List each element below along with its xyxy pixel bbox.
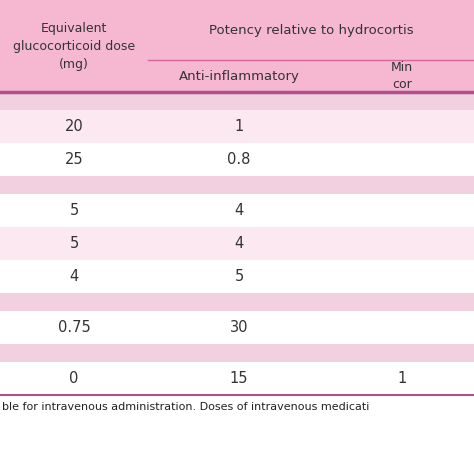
Bar [0, 260, 474, 293]
Bar [148, 0, 474, 60]
Text: Potency relative to hydrocortis: Potency relative to hydrocortis [209, 24, 413, 36]
Bar [0, 176, 474, 194]
Text: 15: 15 [230, 371, 248, 386]
Text: Anti-inflammatory: Anti-inflammatory [179, 70, 300, 82]
Text: 20: 20 [64, 119, 83, 134]
Text: 5: 5 [234, 269, 244, 284]
Bar [0, 194, 474, 227]
Text: 1: 1 [234, 119, 244, 134]
Bar [0, 143, 474, 176]
Text: 0.8: 0.8 [228, 152, 251, 167]
Text: 5: 5 [69, 203, 79, 218]
Bar [0, 362, 474, 395]
Bar [0, 0, 148, 60]
Text: 1: 1 [397, 371, 407, 386]
Bar [0, 110, 474, 143]
Text: 0.75: 0.75 [58, 320, 91, 335]
Bar [0, 344, 474, 362]
Text: 25: 25 [64, 152, 83, 167]
Text: Min
cor: Min cor [391, 61, 413, 91]
Text: 0: 0 [69, 371, 79, 386]
Bar [148, 60, 474, 92]
Text: Equivalent
glucocorticoid dose
(mg): Equivalent glucocorticoid dose (mg) [13, 21, 135, 71]
Text: 5: 5 [69, 236, 79, 251]
Text: 30: 30 [230, 320, 248, 335]
Text: 4: 4 [234, 203, 244, 218]
Bar [0, 227, 474, 260]
Text: 4: 4 [234, 236, 244, 251]
Text: ble for intravenous administration. Doses of intravenous medicati: ble for intravenous administration. Dose… [2, 402, 369, 412]
Bar [0, 60, 148, 92]
Bar [0, 311, 474, 344]
Text: 4: 4 [69, 269, 79, 284]
Bar [0, 293, 474, 311]
Bar [0, 92, 474, 110]
